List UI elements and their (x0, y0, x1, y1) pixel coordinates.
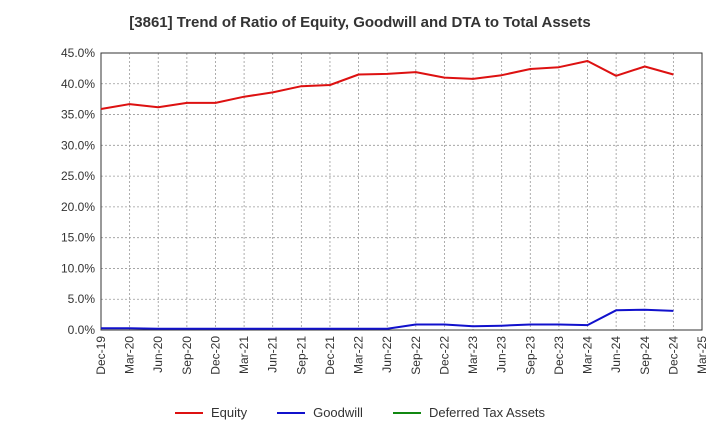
goodwill-series-line (101, 308, 674, 330)
legend: Equity Goodwill Deferred Tax Assets (0, 405, 720, 420)
legend-label: Equity (210, 405, 248, 420)
x-tick-label: Sep-21 (294, 336, 308, 375)
x-tick-label: Dec-24 (666, 336, 680, 375)
y-tick-label: 25.0% (61, 169, 95, 183)
y-tick-label: 0.0% (68, 323, 96, 337)
x-tick-label: Mar-20 (123, 336, 137, 374)
y-tick-label: 5.0% (68, 292, 96, 306)
legend-label: Goodwill (313, 405, 363, 420)
y-tick-label: 40.0% (61, 77, 95, 91)
legend-swatch (277, 411, 306, 414)
x-tick-label: Sep-24 (638, 336, 652, 375)
y-tick-label: 20.0% (61, 200, 95, 214)
y-tick-label: 35.0% (61, 108, 95, 122)
x-tick-label: Jun-23 (495, 336, 509, 373)
legend-swatch (174, 411, 203, 414)
x-tick-label: Dec-22 (437, 336, 451, 375)
legend-item-deferred-tax-assets: Deferred Tax Assets (392, 405, 546, 420)
equity-series-line (100, 60, 674, 110)
x-tick-label: Mar-22 (352, 336, 366, 374)
x-tick-label: Dec-23 (552, 336, 566, 375)
x-tick-label: Jun-22 (380, 336, 394, 373)
chart-title: [3861] Trend of Ratio of Equity, Goodwil… (129, 14, 591, 31)
x-tick-label: Dec-21 (323, 336, 337, 375)
plot-frame (100, 52, 703, 331)
x-tick-label: Jun-20 (151, 336, 165, 373)
x-tick-label: Sep-23 (523, 336, 537, 375)
x-tick-label: Mar-25 (695, 336, 709, 374)
y-tick-label: 45.0% (61, 46, 95, 60)
plot-area (101, 53, 702, 330)
legend-label: Deferred Tax Assets (428, 405, 546, 420)
x-tick-label: Mar-21 (237, 336, 251, 374)
x-tick-label: Dec-19 (94, 336, 108, 375)
x-tick-label: Sep-20 (180, 336, 194, 375)
x-tick-label: Jun-24 (609, 336, 623, 373)
x-tick-label: Dec-20 (208, 336, 222, 375)
legend-item-equity: Equity (174, 405, 248, 420)
x-tick-label: Mar-24 (581, 336, 595, 374)
legend-item-goodwill: Goodwill (277, 405, 363, 420)
x-tick-label: Jun-21 (266, 336, 280, 373)
legend-swatch (392, 411, 421, 414)
y-tick-label: 10.0% (61, 261, 95, 275)
x-tick-label: Sep-22 (409, 336, 423, 375)
y-tick-label: 15.0% (61, 231, 95, 245)
y-tick-label: 30.0% (61, 138, 95, 152)
x-tick-label: Mar-23 (466, 336, 480, 374)
